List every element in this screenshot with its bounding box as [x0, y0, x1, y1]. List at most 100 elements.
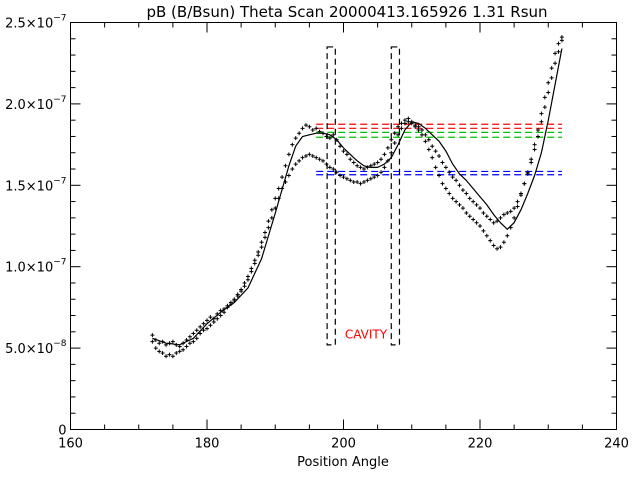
y-tick-label: 2.0×10−7	[5, 95, 66, 113]
data-point	[481, 210, 486, 215]
y-tick-label: 0	[58, 424, 66, 439]
data-point	[314, 126, 319, 131]
data-point	[290, 167, 295, 172]
data-point	[297, 131, 302, 136]
data-point	[208, 315, 213, 320]
data-point	[536, 134, 541, 139]
data-point	[389, 150, 394, 155]
data-point	[454, 178, 459, 183]
data-point	[150, 333, 155, 338]
data-point	[515, 204, 520, 209]
x-tick-label: 220	[468, 437, 493, 452]
data-point	[341, 149, 346, 154]
plot-frame	[70, 22, 617, 430]
data-point	[491, 243, 496, 248]
data-point	[471, 217, 476, 222]
data-point	[474, 202, 479, 207]
data-point	[501, 212, 506, 217]
data-point	[276, 186, 281, 191]
data-point	[334, 170, 339, 175]
data-point	[392, 131, 397, 136]
data-point	[355, 163, 360, 168]
data-point	[331, 132, 336, 137]
data-point	[283, 163, 288, 168]
data-point	[297, 158, 302, 163]
data-point	[293, 136, 298, 141]
data-point	[440, 181, 445, 186]
data-point	[379, 170, 384, 175]
data-point	[464, 191, 469, 196]
axes	[70, 22, 617, 430]
x-tick-label: 200	[331, 437, 356, 452]
data-point	[457, 183, 462, 188]
data-point	[355, 180, 360, 185]
data-point	[222, 310, 227, 315]
data-point	[382, 165, 387, 170]
data-point	[549, 75, 554, 80]
data-point	[327, 165, 332, 170]
cavity-boundary-0	[326, 46, 336, 346]
data-point	[201, 321, 206, 326]
data-point	[518, 193, 523, 198]
data-point	[382, 152, 387, 157]
data-point	[406, 119, 411, 124]
data-point	[546, 80, 551, 85]
data-point	[508, 209, 513, 214]
data-point	[423, 139, 428, 144]
data-point	[361, 167, 366, 172]
series-points-0	[150, 38, 564, 349]
reference-lines	[316, 123, 562, 176]
data-point	[290, 142, 295, 147]
data-point	[515, 199, 520, 204]
data-point	[358, 165, 363, 170]
data-point	[478, 224, 482, 228]
data-point	[303, 123, 308, 128]
data-point	[324, 162, 329, 167]
data-point	[211, 320, 216, 325]
data-point	[536, 127, 541, 132]
data-point	[157, 341, 162, 346]
data-point	[433, 149, 438, 154]
data-point	[501, 240, 506, 245]
data-point	[344, 152, 349, 157]
data-point	[396, 132, 401, 137]
data-point	[443, 186, 448, 191]
data-point	[170, 339, 175, 344]
data-point	[361, 180, 366, 185]
data-point	[467, 214, 472, 219]
data-point	[433, 165, 438, 170]
data-point	[235, 294, 240, 299]
data-point	[447, 170, 452, 175]
data-point	[396, 124, 401, 129]
data-point	[300, 126, 305, 131]
series-points-1	[150, 35, 564, 359]
data-point	[460, 188, 465, 193]
x-tick-label: 180	[195, 437, 220, 452]
y-tick-label: 1.0×10−7	[5, 258, 66, 276]
data-point	[532, 142, 537, 147]
data-point	[488, 238, 493, 243]
data-point	[273, 196, 278, 201]
data-point	[450, 196, 455, 201]
data-point	[184, 344, 189, 349]
data-point	[317, 157, 322, 162]
data-point	[512, 215, 517, 220]
data-point	[327, 136, 332, 141]
data-point	[454, 199, 459, 204]
annotations: CAVITY	[345, 327, 388, 341]
data-point	[399, 126, 404, 131]
data-point	[164, 354, 169, 359]
data-point	[457, 202, 462, 207]
data-point	[310, 153, 315, 158]
cavity-boundaries	[326, 46, 401, 346]
x-tick-label: 160	[58, 437, 83, 452]
data-point	[419, 132, 424, 137]
data-point	[191, 339, 196, 344]
data-point	[191, 331, 196, 336]
data-point	[280, 175, 285, 180]
y-tick-label: 2.5×10−7	[5, 14, 66, 32]
data-point	[426, 147, 431, 152]
data-point	[286, 152, 291, 157]
data-point	[375, 160, 380, 165]
